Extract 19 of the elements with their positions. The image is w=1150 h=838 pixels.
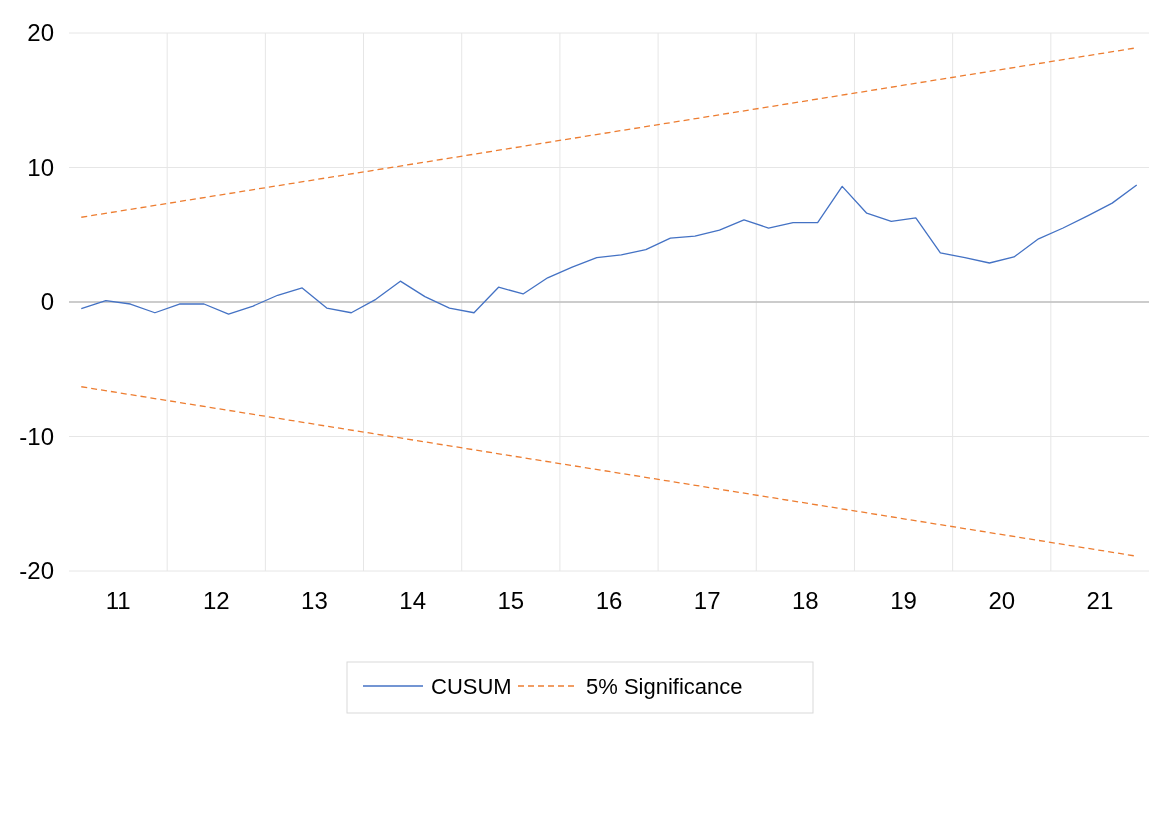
- legend-label: CUSUM: [431, 673, 512, 699]
- x-tick-label: 16: [595, 587, 623, 615]
- x-tick-label: 15: [497, 587, 525, 615]
- x-tick-label: 13: [301, 587, 328, 615]
- y-tick-label: 10: [27, 153, 54, 181]
- x-tick-label: 21: [1086, 587, 1114, 615]
- y-tick-label: -20: [19, 557, 54, 585]
- x-tick-label: 19: [890, 587, 917, 615]
- y-tick-label: -10: [19, 422, 54, 450]
- x-tick-label: 12: [202, 587, 230, 615]
- y-tick-label: 20: [27, 19, 54, 47]
- x-tick-label: 11: [105, 587, 131, 615]
- line-series: [80, 184, 1138, 315]
- legend-label: 5% Significance: [586, 673, 743, 699]
- x-tick-label: 20: [988, 587, 1016, 615]
- x-tick-label: 14: [399, 587, 426, 615]
- x-tick-label: 17: [693, 587, 721, 615]
- x-tick-label: 18: [792, 587, 819, 615]
- y-tick-label: 0: [40, 288, 54, 316]
